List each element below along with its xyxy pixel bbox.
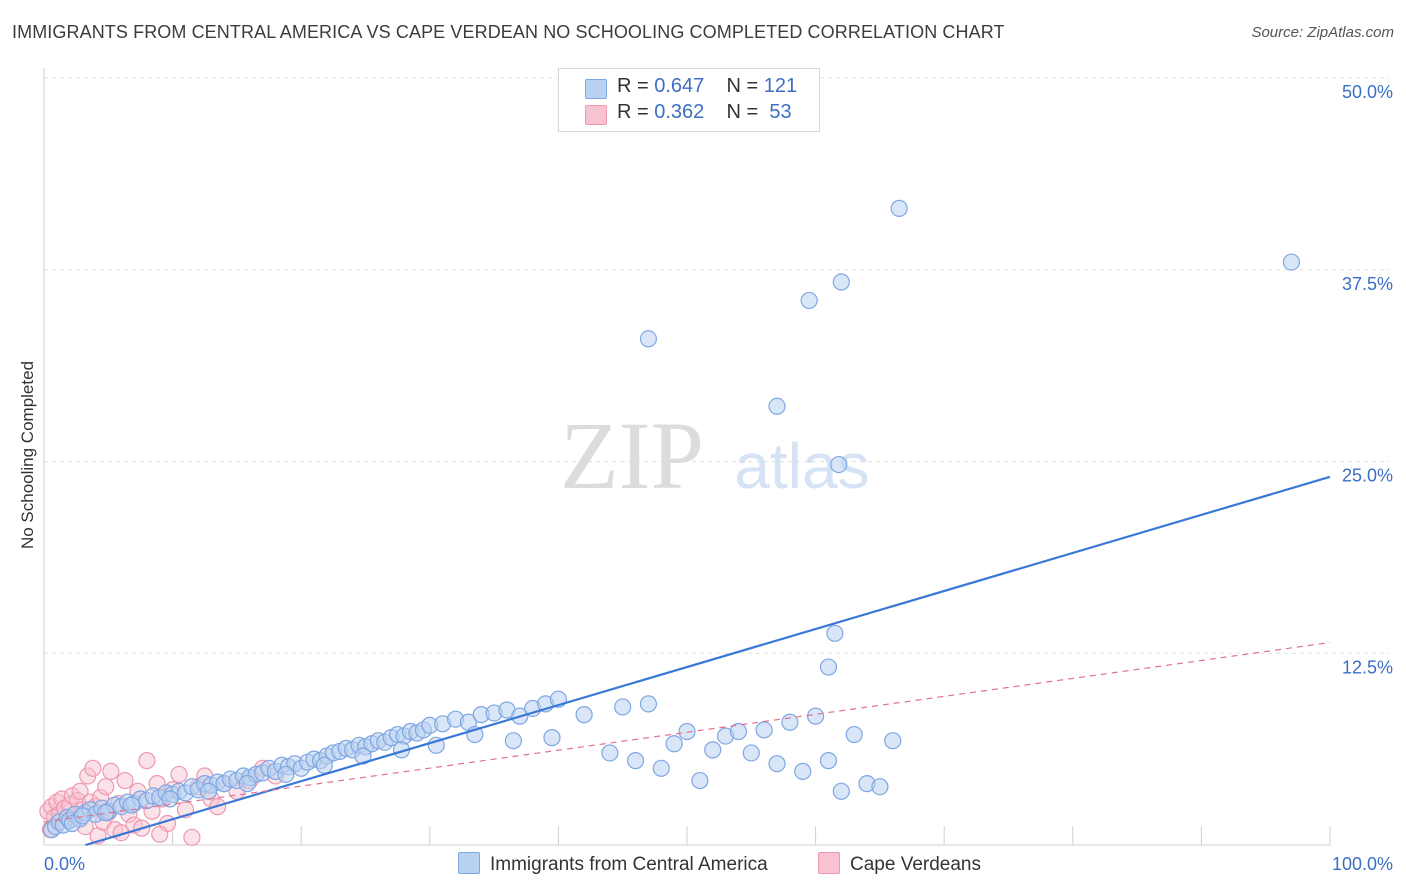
bottom-legend-cape-verdeans: Cape Verdeans <box>818 852 981 876</box>
cape-verdean-point <box>97 778 115 796</box>
bottom-legend-central-america: Immigrants from Central America <box>458 852 768 876</box>
central-america-point <box>768 755 786 773</box>
watermark-atlas: atlas <box>734 430 869 502</box>
central-america-point <box>742 744 760 762</box>
central-america-point <box>652 759 670 777</box>
legend-n-label: N = <box>726 101 764 123</box>
bottom-legend-swatch-blue <box>458 852 480 874</box>
axes <box>43 68 1331 846</box>
central-america-point <box>884 732 902 750</box>
central-america-point <box>890 199 908 217</box>
legend-n-value: 53 <box>763 101 792 123</box>
correlation-legend: R = 0.647 N = 121 R = 0.362 N = 53 <box>558 68 820 132</box>
central-america-point <box>626 752 645 770</box>
central-america-point <box>871 778 889 796</box>
central-america-point <box>794 762 812 780</box>
cape-verdean-point <box>71 782 89 800</box>
y-tick-label: 25.0% <box>1342 466 1393 486</box>
bottom-legend-label: Immigrants from Central America <box>490 854 768 875</box>
legend-r-label: R = <box>617 101 655 123</box>
trendlines <box>43 475 1331 847</box>
central-america-point <box>832 782 850 800</box>
central-america-point <box>200 782 218 800</box>
central-america-point <box>819 752 838 770</box>
central-america-point <box>830 455 848 474</box>
central-america-point <box>161 790 179 808</box>
bottom-legend-label: Cape Verdeans <box>850 854 981 875</box>
cape-verdean-point <box>183 828 201 846</box>
central-america-point <box>639 695 658 713</box>
legend-n-value: 121 <box>763 75 798 97</box>
legend-r-label: R = <box>617 75 655 97</box>
central-america-point <box>1282 253 1301 271</box>
central-america-point <box>238 775 256 793</box>
central-america-point <box>665 735 683 753</box>
cape-verdean-point <box>116 771 134 790</box>
cape-verdean-point <box>138 752 156 770</box>
central-america-point <box>800 291 818 310</box>
x-tick-label: 0.0% <box>44 854 85 874</box>
central-america-point <box>315 756 333 774</box>
central-america-point <box>704 741 722 759</box>
cape-verdean-point <box>102 762 120 780</box>
chart-title: IMMIGRANTS FROM CENTRAL AMERICA VS CAPE … <box>12 22 1005 42</box>
central-america-point <box>729 722 748 741</box>
central-america-point <box>614 698 632 716</box>
legend-swatch-blue <box>585 79 607 99</box>
y-tick-label: 12.5% <box>1342 657 1393 677</box>
cape-verdean-point <box>170 765 188 784</box>
central-america-point <box>504 732 522 750</box>
central-america-point <box>575 706 593 724</box>
bottom-legend-swatch-pink <box>818 852 840 874</box>
x-tick-label: 100.0% <box>1332 854 1393 874</box>
central-america-point <box>277 765 295 784</box>
central-america-point <box>806 707 825 725</box>
legend-n-label: N = <box>726 75 764 97</box>
central-america-points <box>43 199 1301 839</box>
central-america-point <box>691 771 709 790</box>
tick-labels: 12.5% 25.0% 37.5% 50.0% 0.0% 100.0% <box>44 82 1393 874</box>
central-america-point <box>755 721 773 739</box>
y-tick-label: 50.0% <box>1342 82 1393 102</box>
central-america-point <box>832 273 850 291</box>
legend-swatch-pink <box>585 105 607 125</box>
y-tick-label: 37.5% <box>1342 274 1393 294</box>
central-america-point <box>543 729 561 747</box>
legend-r-value: 0.647 <box>654 75 705 97</box>
watermark-zip: ZIP <box>560 402 704 509</box>
cape-verdean-point <box>151 825 169 843</box>
central-america-point <box>678 722 696 741</box>
cape-verdean-trendline <box>43 641 1331 823</box>
central-america-trendline <box>85 475 1331 847</box>
legend-r-value: 0.362 <box>654 101 705 123</box>
central-america-point <box>601 744 619 762</box>
central-america-point <box>781 713 799 731</box>
cape-verdean-point <box>84 759 102 777</box>
source-label: Source: ZipAtlas.com <box>1251 24 1394 41</box>
central-america-point <box>826 624 844 642</box>
central-america-point <box>639 330 658 348</box>
central-america-point <box>845 725 863 744</box>
central-america-point <box>768 397 786 415</box>
central-america-point <box>819 658 838 676</box>
y-axis-label: No Schooling Completed <box>18 360 37 550</box>
gridlines <box>44 77 1390 654</box>
